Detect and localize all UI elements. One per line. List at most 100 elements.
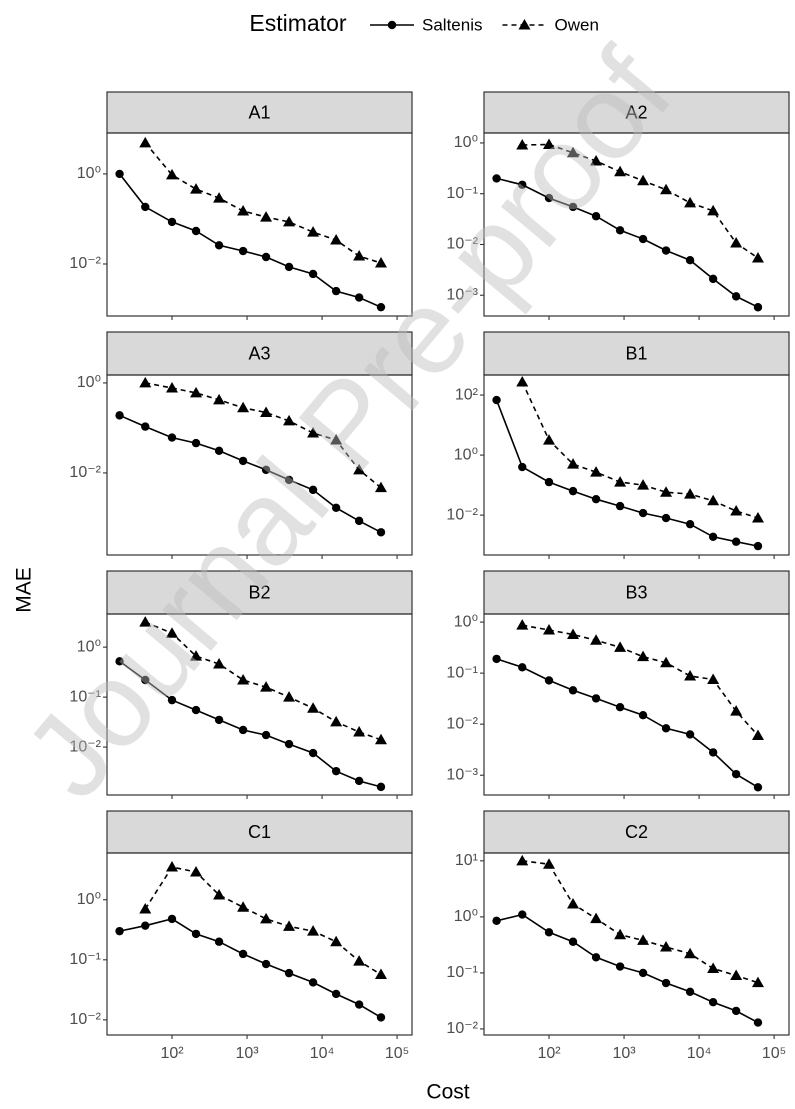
strip [106, 91, 413, 134]
circle-marker [308, 748, 318, 758]
circle-marker [731, 537, 741, 546]
circle-marker [354, 293, 364, 302]
triangle-marker [260, 912, 273, 924]
circle-marker [284, 968, 294, 978]
x-tick-label: 10³ [235, 1045, 259, 1062]
y-tick-label: 10⁻² [69, 1011, 101, 1028]
y-tick-label: 10⁰ [77, 891, 101, 908]
y-axis-label: MAE [13, 567, 36, 613]
triangle-marker [707, 673, 720, 685]
triangle-marker [166, 861, 179, 872]
triangle-marker [614, 928, 627, 940]
y-tick-label: 10⁰ [454, 134, 478, 151]
circle-marker [376, 302, 386, 312]
triangle-marker [237, 205, 250, 216]
circle-marker [308, 269, 318, 279]
y-tick-label: 10⁻³ [446, 766, 478, 783]
triangle-marker [660, 183, 673, 195]
triangle-marker [516, 139, 529, 150]
series-line [496, 913, 759, 1024]
circle-marker [191, 929, 201, 939]
panel-title: A3 [248, 343, 270, 363]
circle-marker [238, 725, 248, 735]
circle-marker [238, 456, 248, 466]
strip [483, 91, 790, 134]
y-tick-label: 10⁻¹ [69, 951, 101, 968]
circle-marker [753, 303, 763, 312]
triangle-marker [590, 155, 603, 166]
triangle-marker [730, 505, 743, 516]
circle-marker [214, 937, 224, 946]
circle-marker [753, 783, 763, 792]
circle-marker [638, 710, 648, 720]
triangle-marker [353, 726, 366, 737]
triangle-marker [237, 401, 250, 413]
triangle-marker [707, 494, 720, 506]
circle-marker [331, 989, 341, 999]
triangle-marker [374, 481, 387, 493]
circle-marker [167, 914, 177, 924]
circle-marker [376, 1013, 386, 1022]
circle-marker [214, 715, 224, 725]
triangle-marker [543, 623, 556, 635]
triangle-marker [374, 733, 387, 745]
triangle-marker [516, 376, 529, 387]
triangle-marker [213, 657, 226, 669]
circle-marker [376, 528, 386, 537]
circle-marker [284, 739, 294, 749]
panel-title: A2 [625, 102, 647, 122]
series-line [496, 658, 759, 788]
circle-marker [191, 438, 201, 448]
circle-marker [141, 675, 150, 685]
panel [483, 852, 790, 1036]
circle-marker [568, 937, 578, 946]
plots: Saltenis Owen A1 10⁻² 10⁰ A2 10⁻³ 10⁻² 10⁻¹ 10⁰ A3… [69, 15, 790, 1062]
triangle-marker [237, 673, 250, 685]
x-tick-label: 10⁵ [762, 1045, 786, 1062]
y-tick-label: 10⁻² [69, 738, 101, 755]
triangle-marker [637, 650, 650, 662]
circle-marker [544, 928, 554, 937]
y-tick-label: 10⁰ [77, 165, 101, 182]
circle-marker [308, 485, 318, 495]
circle-marker [661, 978, 671, 988]
y-tick-label: 10⁰ [77, 638, 101, 655]
y-tick-label: 10² [455, 386, 479, 403]
triangle-marker [139, 616, 152, 627]
triangle-marker [614, 165, 627, 177]
series-line [521, 381, 759, 519]
x-tick-label: 10⁴ [310, 1045, 335, 1062]
circle-marker [284, 475, 294, 485]
series-line [118, 173, 382, 308]
triangle-marker [283, 215, 296, 227]
x-axis-label: Cost [426, 1081, 469, 1104]
triangle-marker [190, 650, 203, 661]
circle-marker [708, 998, 718, 1007]
panel [483, 374, 790, 556]
circle-marker [141, 202, 150, 212]
triangle-marker [353, 955, 366, 966]
circle-marker [685, 987, 695, 997]
panel-title: B3 [625, 582, 647, 602]
y-tick-label: 10⁰ [77, 374, 101, 391]
circle-marker [284, 262, 294, 272]
circle-marker [387, 20, 397, 30]
circle-marker [492, 654, 501, 664]
triangle-marker [567, 146, 580, 158]
triangle-marker [660, 486, 673, 497]
triangle-marker [330, 935, 343, 947]
triangle-marker [353, 250, 366, 261]
triangle-marker [518, 19, 531, 30]
circle-marker [354, 1000, 364, 1009]
triangle-marker [307, 925, 320, 936]
triangle-marker [637, 479, 650, 490]
y-tick-label: 10⁻² [69, 464, 101, 481]
circle-marker [615, 703, 625, 712]
circle-marker [191, 226, 201, 236]
triangle-marker [751, 252, 764, 263]
circle-marker [615, 962, 625, 971]
circle-marker [492, 395, 501, 405]
triangle-marker [374, 257, 387, 268]
circle-marker [141, 921, 150, 930]
triangle-marker [307, 427, 320, 438]
